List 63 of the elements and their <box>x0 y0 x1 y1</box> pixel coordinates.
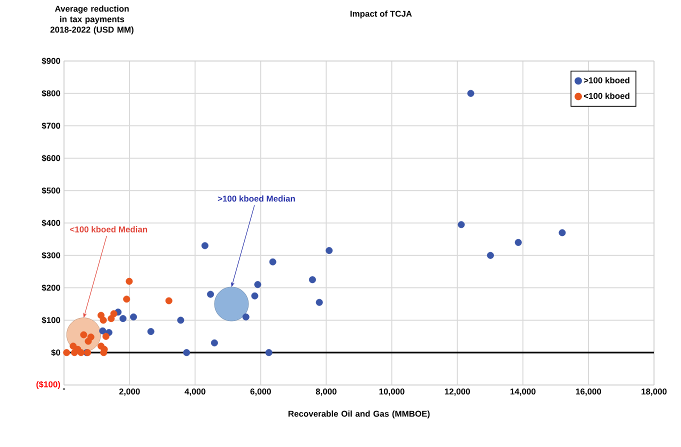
x-tick-label: 6,000 <box>250 388 271 396</box>
x-tick-label: 4,000 <box>184 388 206 396</box>
legend-label: >100 kboed <box>584 77 630 84</box>
point <box>84 338 92 345</box>
point <box>308 276 316 284</box>
x-tick-label: 16,000 <box>576 388 602 396</box>
y-tick-label: $200 <box>42 284 60 292</box>
point <box>265 349 272 356</box>
point <box>467 90 474 97</box>
y-tick-label: $600 <box>42 154 60 162</box>
point <box>326 247 333 254</box>
point <box>102 332 110 340</box>
point <box>316 298 323 306</box>
x-tick-label: 12,000 <box>444 388 470 396</box>
point <box>165 297 172 304</box>
x-axis-title: Recoverable Oil and Gas (MMBOE) <box>288 410 430 418</box>
x-tick-label: 18,000 <box>642 388 667 396</box>
point <box>177 316 184 324</box>
y-tick-label: $300 <box>42 252 60 259</box>
point <box>63 349 70 356</box>
point <box>110 310 118 318</box>
point <box>207 290 214 298</box>
point <box>251 292 258 300</box>
x-tick-label: 2,000 <box>119 388 140 396</box>
point <box>80 331 88 338</box>
point <box>514 238 522 246</box>
x-tick-label: 8,000 <box>316 388 336 396</box>
y-tick-label: $800 <box>42 90 60 97</box>
annotation: <100 kboed Median <box>70 226 148 232</box>
point <box>120 315 126 322</box>
y-tick-label: $500 <box>42 187 60 194</box>
point <box>558 229 566 236</box>
point <box>147 328 154 336</box>
point <box>458 221 465 228</box>
point <box>210 339 218 346</box>
point <box>70 349 78 356</box>
y-tick-label: $700 <box>42 122 60 130</box>
y-tick-label: $100 <box>42 316 60 324</box>
point <box>269 258 276 266</box>
point <box>201 242 208 250</box>
x-tick-label: - <box>62 388 66 390</box>
point <box>70 342 77 350</box>
y-tick-label: $900 <box>42 58 60 64</box>
point <box>242 313 250 320</box>
y-axis-title: Average reduction in tax payments 2018-2022 (USD MM) <box>50 6 134 34</box>
point <box>486 252 494 259</box>
annotation: >100 kboed Median <box>218 195 295 202</box>
point <box>99 327 106 334</box>
point <box>183 349 190 356</box>
y-tick-label: $400 <box>42 220 60 226</box>
point <box>254 281 262 288</box>
x-tick-label: 14,000 <box>510 388 536 396</box>
point <box>126 278 133 285</box>
point <box>100 316 107 324</box>
legend-label: <100 kboed <box>584 92 630 99</box>
chart-title: Impact of TCJA <box>350 10 412 18</box>
y-tick-label: $0 <box>51 349 60 356</box>
y-tick-label: ($100) <box>36 380 60 390</box>
point <box>78 349 85 356</box>
point <box>130 313 137 320</box>
point <box>123 296 130 303</box>
point <box>100 349 108 356</box>
x-tick-label: 10,000 <box>379 388 404 396</box>
